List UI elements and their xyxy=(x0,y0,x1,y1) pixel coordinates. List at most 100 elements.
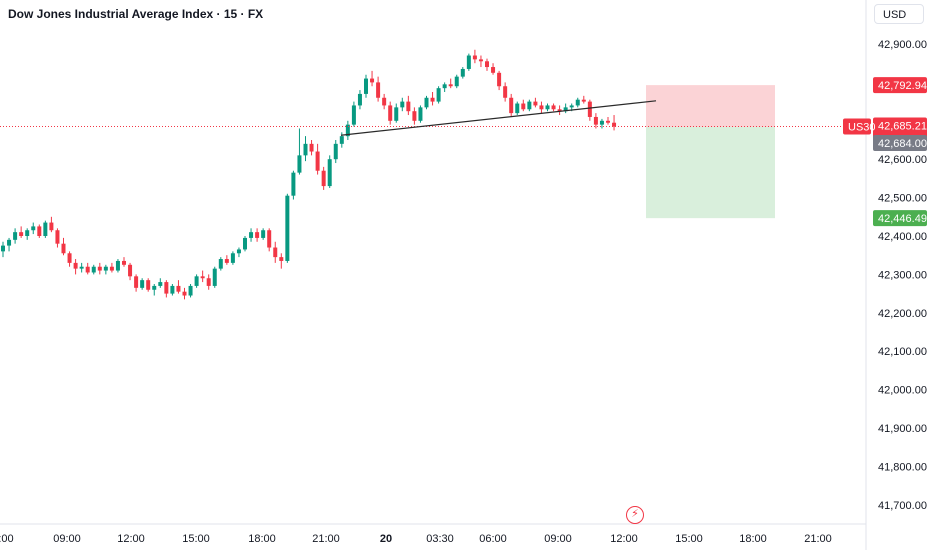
candle-body xyxy=(503,86,508,98)
candle-body xyxy=(19,232,24,236)
candle-body xyxy=(122,260,126,265)
candle-body xyxy=(97,266,102,271)
candle xyxy=(442,82,447,92)
candle xyxy=(206,274,211,290)
candle xyxy=(212,266,217,288)
candle-body xyxy=(7,239,12,246)
candle xyxy=(164,280,169,298)
time-tick-label: 15:00 xyxy=(675,533,703,545)
candle xyxy=(7,237,12,252)
candle xyxy=(43,220,48,238)
candle-body xyxy=(279,257,284,261)
candle-body xyxy=(557,109,562,112)
candle-body xyxy=(249,232,254,238)
time-tick-label: 12:00 xyxy=(610,533,638,545)
candle xyxy=(454,74,459,89)
candle-body xyxy=(575,99,580,106)
candle xyxy=(503,82,508,102)
candle xyxy=(255,228,260,242)
candle-body xyxy=(460,68,465,77)
candle xyxy=(466,53,471,71)
candle xyxy=(327,155,332,188)
candle xyxy=(73,259,78,275)
candle xyxy=(1,241,5,258)
candle xyxy=(606,116,610,125)
price-tick-label: 42,300.00 xyxy=(878,269,927,281)
candle-body xyxy=(230,253,235,263)
candle xyxy=(539,101,544,114)
candle xyxy=(134,274,139,292)
candle-body xyxy=(364,78,368,94)
time-tick-label: 20 xyxy=(380,533,392,545)
candle xyxy=(67,251,72,267)
candle xyxy=(170,284,175,296)
candle-body xyxy=(388,105,393,121)
candle-body xyxy=(255,232,260,238)
candle-body xyxy=(91,266,96,273)
candle-body xyxy=(73,262,78,269)
time-tick-label: 09:00 xyxy=(544,533,572,545)
candle-body xyxy=(357,93,362,106)
target-level-badge-bg xyxy=(873,210,927,227)
price-tick-label: 41,800.00 xyxy=(878,461,927,473)
candle-body xyxy=(539,105,544,110)
time-tick-label: 03:30 xyxy=(426,533,454,545)
candle xyxy=(406,95,411,116)
candle-body xyxy=(37,226,42,236)
candle-body xyxy=(79,266,84,269)
candle xyxy=(460,67,465,79)
candle xyxy=(497,70,502,91)
candle-body xyxy=(454,76,459,87)
candle-body xyxy=(321,170,326,187)
candle-body xyxy=(158,282,163,286)
candle-body xyxy=(188,285,193,296)
candle-body xyxy=(521,103,526,110)
candle-body xyxy=(472,55,477,60)
price-tick-label: 42,100.00 xyxy=(878,346,927,358)
candle-body xyxy=(128,264,133,277)
candle-body xyxy=(491,67,496,73)
price-tick-label: 42,500.00 xyxy=(878,193,927,205)
candle-body xyxy=(430,97,435,102)
target-level-badge-text: 42,446.49 xyxy=(878,213,927,225)
candle xyxy=(309,140,314,156)
candle-body xyxy=(170,285,175,294)
candle-body xyxy=(273,247,278,258)
candle-body xyxy=(224,259,229,263)
candle-body xyxy=(527,101,532,110)
target-level-badge: 42,446.49 xyxy=(873,210,927,227)
candle-body xyxy=(327,159,332,187)
trendline xyxy=(340,100,657,136)
time-tick-label: 21:00 xyxy=(312,533,340,545)
lightning-icon[interactable]: ⚡ xyxy=(626,506,644,524)
candle xyxy=(418,105,423,123)
candle-body xyxy=(593,116,598,125)
candle-body xyxy=(85,266,90,273)
candle-body xyxy=(412,111,417,121)
time-tick-label: 12:00 xyxy=(117,533,145,545)
price-tick-label: 42,600.00 xyxy=(878,154,927,166)
candle-body xyxy=(13,232,18,240)
candle xyxy=(152,284,157,296)
candle-body xyxy=(236,249,241,254)
candle xyxy=(533,97,538,108)
candle-body xyxy=(146,280,151,290)
candle-body xyxy=(309,143,314,152)
price-tick-label: 41,900.00 xyxy=(878,423,927,435)
candle xyxy=(291,170,296,200)
candle xyxy=(345,120,350,140)
candle-body xyxy=(418,107,423,121)
candle-body xyxy=(109,266,114,271)
candle-body xyxy=(339,136,344,144)
symbol-badge-text: US30 xyxy=(848,121,876,133)
currency-selector[interactable]: USD xyxy=(874,4,924,24)
candle xyxy=(599,118,604,129)
candle xyxy=(115,259,120,273)
candle xyxy=(321,166,326,190)
candle-body xyxy=(515,103,520,114)
candle xyxy=(333,140,338,164)
price-tick-label: 42,400.00 xyxy=(878,231,927,243)
chart-lines xyxy=(0,100,866,136)
price-tick-label: 42,000.00 xyxy=(878,385,927,397)
